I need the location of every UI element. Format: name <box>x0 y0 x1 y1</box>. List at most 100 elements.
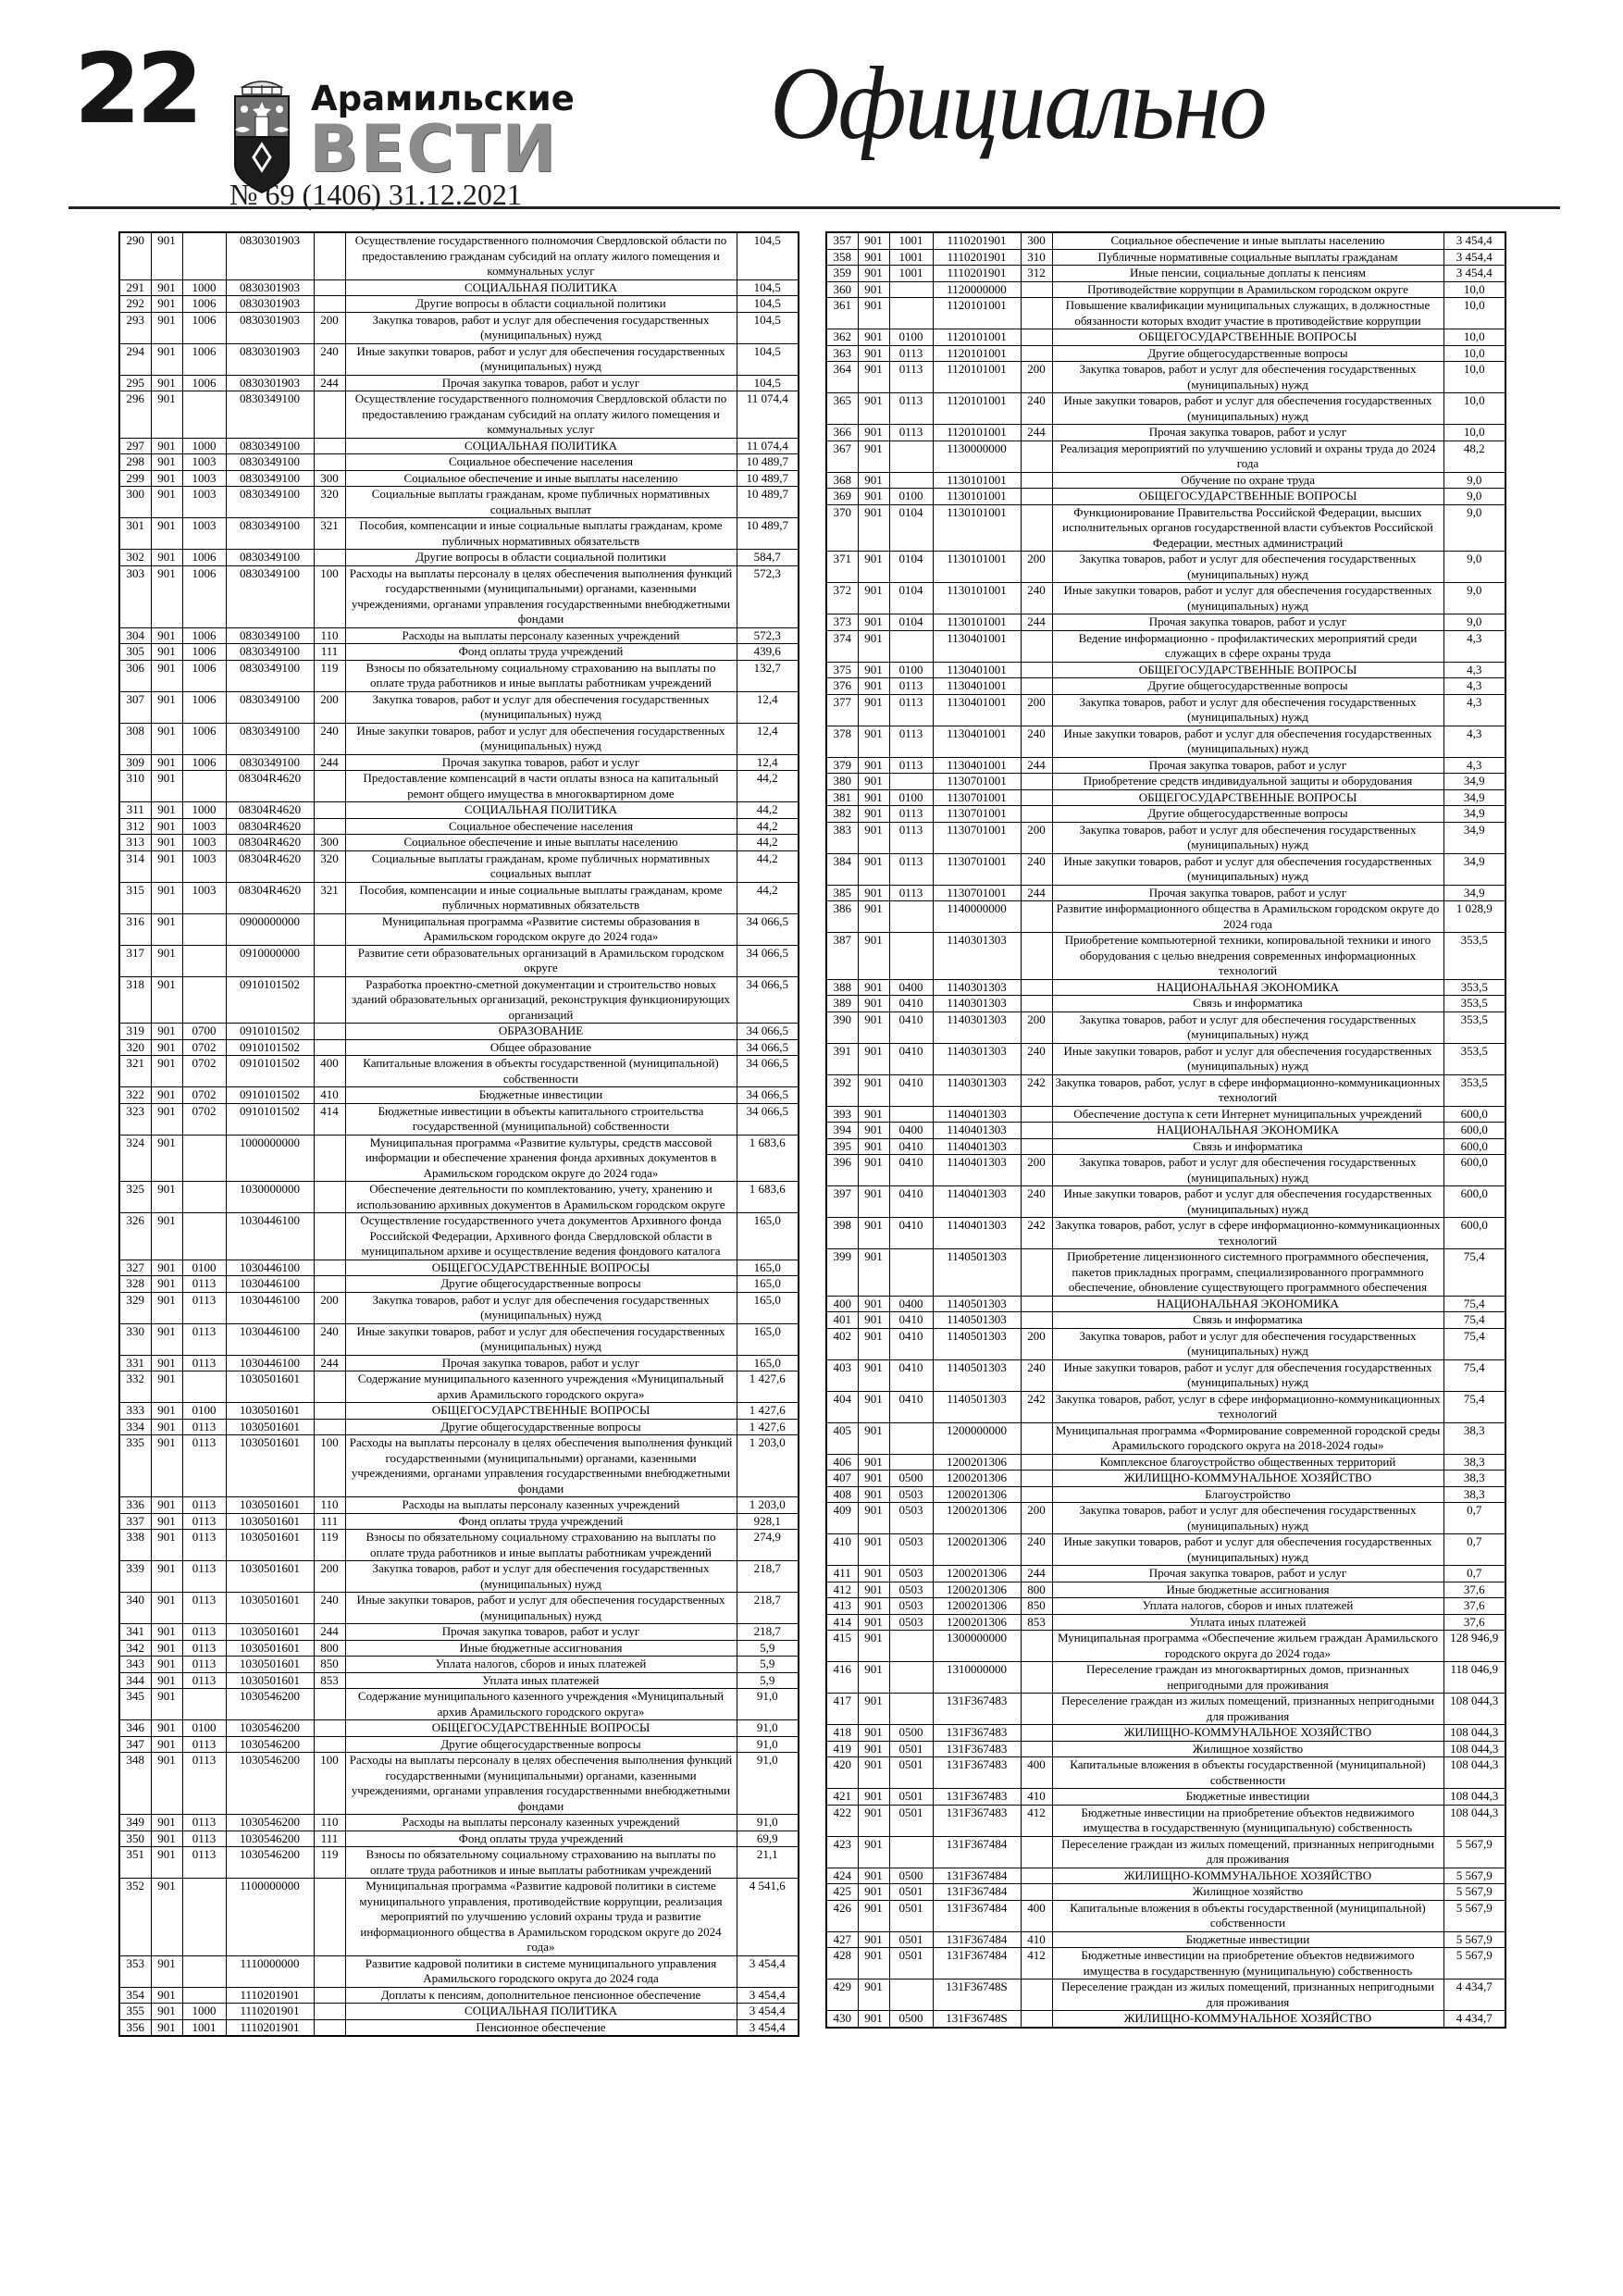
cell-grbs-code: 901 <box>150 1055 183 1087</box>
table-row: 308 901 1006 0830349100 240 Иные закупки това… <box>118 722 799 755</box>
cell-section-code: 0113 <box>181 1656 227 1673</box>
cell-section-code: 1001 <box>181 2018 227 2037</box>
masthead-title-main: ВЕСТИ <box>309 111 558 187</box>
cell-row-no: 340 <box>118 1592 152 1624</box>
cell-row-no: 378 <box>825 725 859 758</box>
cell-section-code: 0113 <box>888 756 934 774</box>
cell-amount: 34 066,5 <box>736 944 799 977</box>
cell-target-article-code: 1030501601 <box>225 1639 315 1657</box>
cell-target-article-code: 131F367483 <box>932 1804 1022 1837</box>
table-row: 324 901 1000000000 Муниципальная программа … <box>118 1134 799 1182</box>
cell-target-article-code: 0830349100 <box>225 690 315 724</box>
cell-expense-type-code: 244 <box>1020 614 1053 631</box>
cell-row-no: 333 <box>118 1402 152 1420</box>
cell-target-article-code: 1200201306 <box>932 1581 1022 1598</box>
cell-expense-name: Другие вопросы в области социальной поли… <box>344 295 737 313</box>
cell-amount: 12,4 <box>736 753 799 771</box>
cell-row-no: 361 <box>825 297 859 329</box>
cell-expense-name: Муниципальная программа «Формирование со… <box>1051 1421 1444 1455</box>
cell-target-article-code: 0830349100 <box>225 453 315 471</box>
cell-row-no: 321 <box>118 1055 152 1087</box>
cell-grbs-code: 901 <box>857 1074 890 1107</box>
cell-expense-type-code <box>1020 661 1053 678</box>
cell-row-no: 418 <box>825 1724 859 1742</box>
table-row: 382 901 0113 1130701001 Другие общегосударст… <box>825 805 1506 823</box>
table-row: 340 901 0113 1030501601 240 Иные закупки това… <box>118 1592 799 1624</box>
cell-amount: 21,1 <box>736 1846 799 1879</box>
cell-row-no: 292 <box>118 295 152 313</box>
cell-expense-type-code <box>1020 995 1053 1012</box>
table-row: 372 901 0104 1130101001 240 Иные закупки това… <box>825 582 1506 614</box>
cell-grbs-code: 901 <box>150 801 183 819</box>
page-number: 22 <box>74 32 204 145</box>
cell-section-code: 1006 <box>181 374 227 391</box>
cell-target-article-code: 1110201901 <box>932 265 1022 282</box>
table-row: 316 901 0900000000 Муниципальная программа … <box>118 912 799 946</box>
table-row: 422 901 0501 131F367483 412 Бюджетные инвести… <box>825 1804 1506 1837</box>
cell-row-no: 316 <box>118 912 152 946</box>
cell-grbs-code: 901 <box>150 690 183 724</box>
cell-expense-name: Приобретение средств индивидуальной защи… <box>1051 773 1444 790</box>
cell-row-no: 326 <box>118 1212 152 1260</box>
cell-expense-name: Взносы по обязательному социальному стра… <box>344 1846 737 1879</box>
cell-row-no: 392 <box>825 1074 859 1107</box>
cell-section-code: 0503 <box>888 1533 934 1566</box>
cell-amount: 104,5 <box>736 231 799 280</box>
cell-amount: 3 454,4 <box>736 1955 799 1988</box>
cell-row-no: 301 <box>118 517 152 550</box>
cell-row-no: 398 <box>825 1217 859 1249</box>
table-row: 399 901 1140501303 Приобретение лицензионно… <box>825 1248 1506 1297</box>
cell-amount: 34,9 <box>1443 852 1506 886</box>
cell-row-no: 322 <box>118 1086 152 1104</box>
cell-expense-name: Иные закупки товаров, работ и услуг для … <box>1051 392 1444 425</box>
cell-grbs-code: 901 <box>857 614 890 631</box>
table-row: 334 901 0113 1030501601 Другие общегосударст… <box>118 1418 799 1435</box>
cell-section-code: 0503 <box>888 1565 934 1582</box>
cell-grbs-code: 901 <box>857 995 890 1012</box>
table-row: 420 901 0501 131F367483 400 Капитальные вложе… <box>825 1756 1506 1789</box>
cell-amount: 38,3 <box>1443 1485 1506 1503</box>
cell-amount: 4,3 <box>1443 661 1506 678</box>
cell-expense-type-code: 111 <box>313 1512 346 1530</box>
cell-grbs-code: 901 <box>857 1042 890 1075</box>
cell-target-article-code: 1140501303 <box>932 1359 1022 1392</box>
cell-amount: 9,0 <box>1443 551 1506 583</box>
cell-grbs-code: 901 <box>857 1597 890 1615</box>
cell-grbs-code: 901 <box>857 1154 890 1186</box>
cell-amount: 353,5 <box>1443 1042 1506 1075</box>
cell-target-article-code: 1130101001 <box>932 503 1022 552</box>
cell-amount: 600,0 <box>1443 1122 1506 1139</box>
cell-grbs-code: 901 <box>150 1212 183 1260</box>
cell-target-article-code: 1140401303 <box>932 1137 1022 1155</box>
cell-grbs-code: 901 <box>857 1724 890 1742</box>
cell-section-code: 0100 <box>888 788 934 806</box>
cell-expense-type-code: 800 <box>1020 1581 1053 1598</box>
cell-amount: 44,2 <box>736 850 799 883</box>
table-row: 381 901 0100 1130701001 ОБЩЕГОСУДАРСТВЕННЫЕ … <box>825 788 1506 806</box>
table-row: 300 901 1003 0830349100 320 Социальные выплат… <box>118 486 799 518</box>
cell-grbs-code: 901 <box>857 2010 890 2028</box>
cell-target-article-code: 1030501601 <box>225 1402 315 1420</box>
cell-amount: 165,0 <box>736 1275 799 1293</box>
table-row: 376 901 0113 1130401001 Другие общегосударст… <box>825 677 1506 695</box>
cell-grbs-code: 901 <box>150 1986 183 2004</box>
cell-section-code: 0501 <box>888 1899 934 1932</box>
cell-expense-type-code: 320 <box>313 850 346 883</box>
cell-section-code: 1006 <box>181 722 227 755</box>
cell-target-article-code: 1110201901 <box>932 231 1022 250</box>
cell-amount: 118 046,9 <box>1443 1661 1506 1694</box>
cell-grbs-code: 901 <box>857 297 890 329</box>
cell-expense-name: Противодействие коррупции в Арамильском … <box>1051 280 1444 298</box>
cell-expense-name: Обеспечение доступа к сети Интернет муни… <box>1051 1105 1444 1123</box>
cell-expense-type-code: 242 <box>1020 1217 1053 1249</box>
cell-target-article-code: 1130701001 <box>932 773 1022 790</box>
table-row: 370 901 0104 1130101001 Функционирование Пра… <box>825 503 1506 552</box>
cell-section-code: 0113 <box>181 1291 227 1324</box>
cell-amount: 34 066,5 <box>736 1086 799 1104</box>
issue-line: № 69 (1406) 31.12.2021 <box>229 178 522 211</box>
cell-target-article-code: 0910101502 <box>225 1102 315 1136</box>
cell-expense-type-code: 850 <box>313 1656 346 1673</box>
cell-amount: 5 567,9 <box>1443 1883 1506 1901</box>
cell-target-article-code: 1140401303 <box>932 1154 1022 1186</box>
cell-row-no: 377 <box>825 693 859 726</box>
